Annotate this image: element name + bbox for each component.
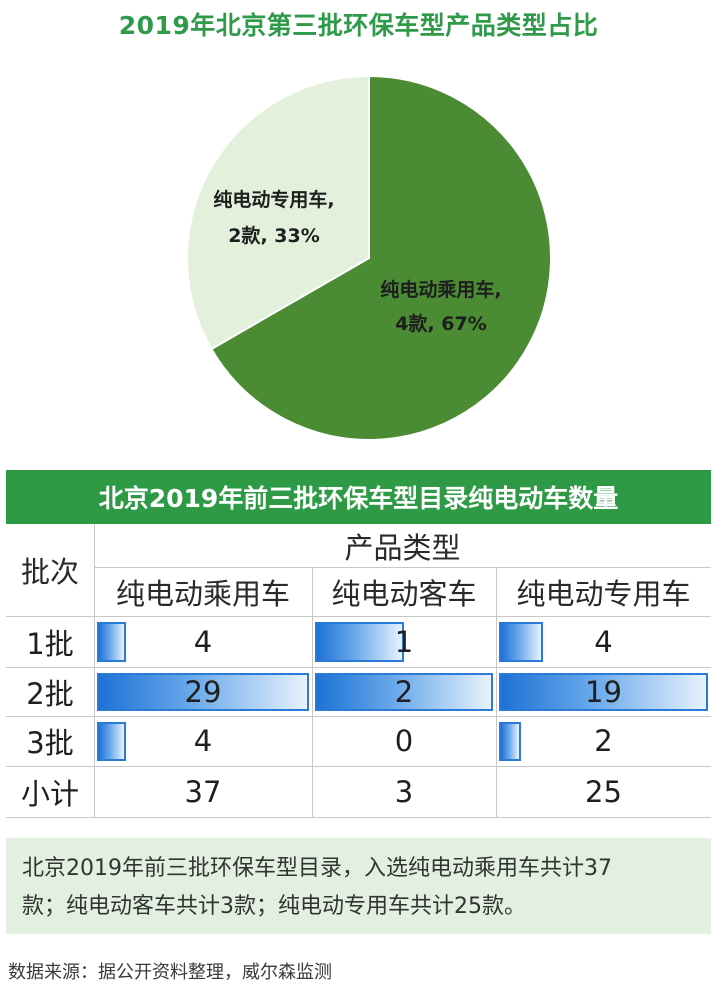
table-cell-value: 4 — [594, 624, 613, 659]
pie-slice-label-0: 纯电动乘用车, — [380, 278, 501, 301]
column-divider — [496, 567, 497, 817]
data-source: 数据来源：据公开资料整理，威尔森监测 — [8, 962, 332, 983]
summary-note-line1: 北京2019年前三批环保车型目录，入选纯电动乘用车共计37 — [22, 856, 612, 881]
row-label: 1批 — [26, 626, 74, 661]
pie-slice-1 — [186, 74, 370, 351]
data-bar — [499, 673, 708, 711]
total-cell-value: 37 — [184, 774, 222, 809]
table-cell-value: 19 — [585, 674, 622, 709]
data-bar — [499, 722, 521, 761]
table-cell-value: 1 — [394, 624, 414, 659]
group-header: 产品类型 — [344, 530, 461, 565]
data-bar — [315, 673, 493, 711]
pie-slice-0 — [210, 74, 552, 441]
total-row-label: 小计 — [20, 776, 79, 811]
data-table: 批次 产品类型纯电动乘用车 纯电动客车 纯电动专用车 1批 4 1 4 2批 29 2 19 3批 4 0 2… — [6, 524, 711, 818]
row-divider — [6, 616, 711, 617]
summary-note: 北京2019年前三批环保车型目录，入选纯电动乘用车共计37 款；纯电动客车共计3… — [6, 838, 711, 934]
summary-note-line2: 款；纯电动客车共计3款；纯电动专用车共计25款。 — [22, 894, 526, 919]
data-bar-cell — [315, 673, 493, 711]
column-header: 纯电动专用车 — [516, 576, 691, 611]
data-bar-cell — [97, 722, 309, 761]
data-bar — [97, 673, 309, 711]
row-label: 2批 — [26, 676, 74, 711]
row-divider — [94, 567, 711, 568]
column-divider — [312, 567, 313, 817]
data-bar-cell — [499, 622, 708, 662]
data-bar-cell — [315, 622, 493, 662]
pie-slice-value-label-1: 2款, 33% — [228, 224, 320, 247]
column-header: 纯电动乘用车 — [115, 576, 290, 611]
total-cell-value: 25 — [585, 774, 622, 809]
data-bar — [97, 722, 127, 761]
data-bar — [499, 622, 543, 662]
data-bar — [97, 622, 127, 662]
pie-slice-value-label-0: 4款, 67% — [395, 312, 487, 335]
table-cell-value: 29 — [184, 674, 222, 709]
total-cell-value: 3 — [394, 774, 414, 809]
data-bar-cell — [499, 673, 708, 711]
row-divider — [6, 766, 711, 767]
column-header: 纯电动客车 — [331, 576, 477, 611]
row-divider — [6, 817, 711, 818]
row-divider — [6, 667, 711, 668]
pie-chart: 纯电动乘用车, 4款, 67% 纯电动专用车, 2款, 33% — [186, 74, 552, 441]
row-divider — [6, 716, 711, 717]
row-label: 3批 — [26, 726, 74, 760]
table-cell-value: 4 — [193, 624, 213, 659]
data-bar-cell — [97, 622, 309, 662]
table-cell-value: 4 — [193, 724, 213, 758]
table-cell-value: 2 — [394, 674, 414, 709]
column-divider — [94, 524, 95, 817]
data-bar — [315, 622, 404, 662]
table-cell-value: 2 — [594, 724, 613, 758]
table-cell-value: 0 — [394, 724, 414, 758]
pie-chart-title: 2019年北京第三批环保车型产品类型占比 — [118, 11, 599, 40]
row-header: 批次 — [20, 555, 79, 589]
table-title: 北京2019年前三批环保车型目录纯电动车数量 — [6, 470, 711, 524]
data-bar-cell — [499, 722, 708, 761]
pie-slice-label-1: 纯电动专用车, — [213, 188, 334, 211]
data-bar-cell — [97, 673, 309, 711]
